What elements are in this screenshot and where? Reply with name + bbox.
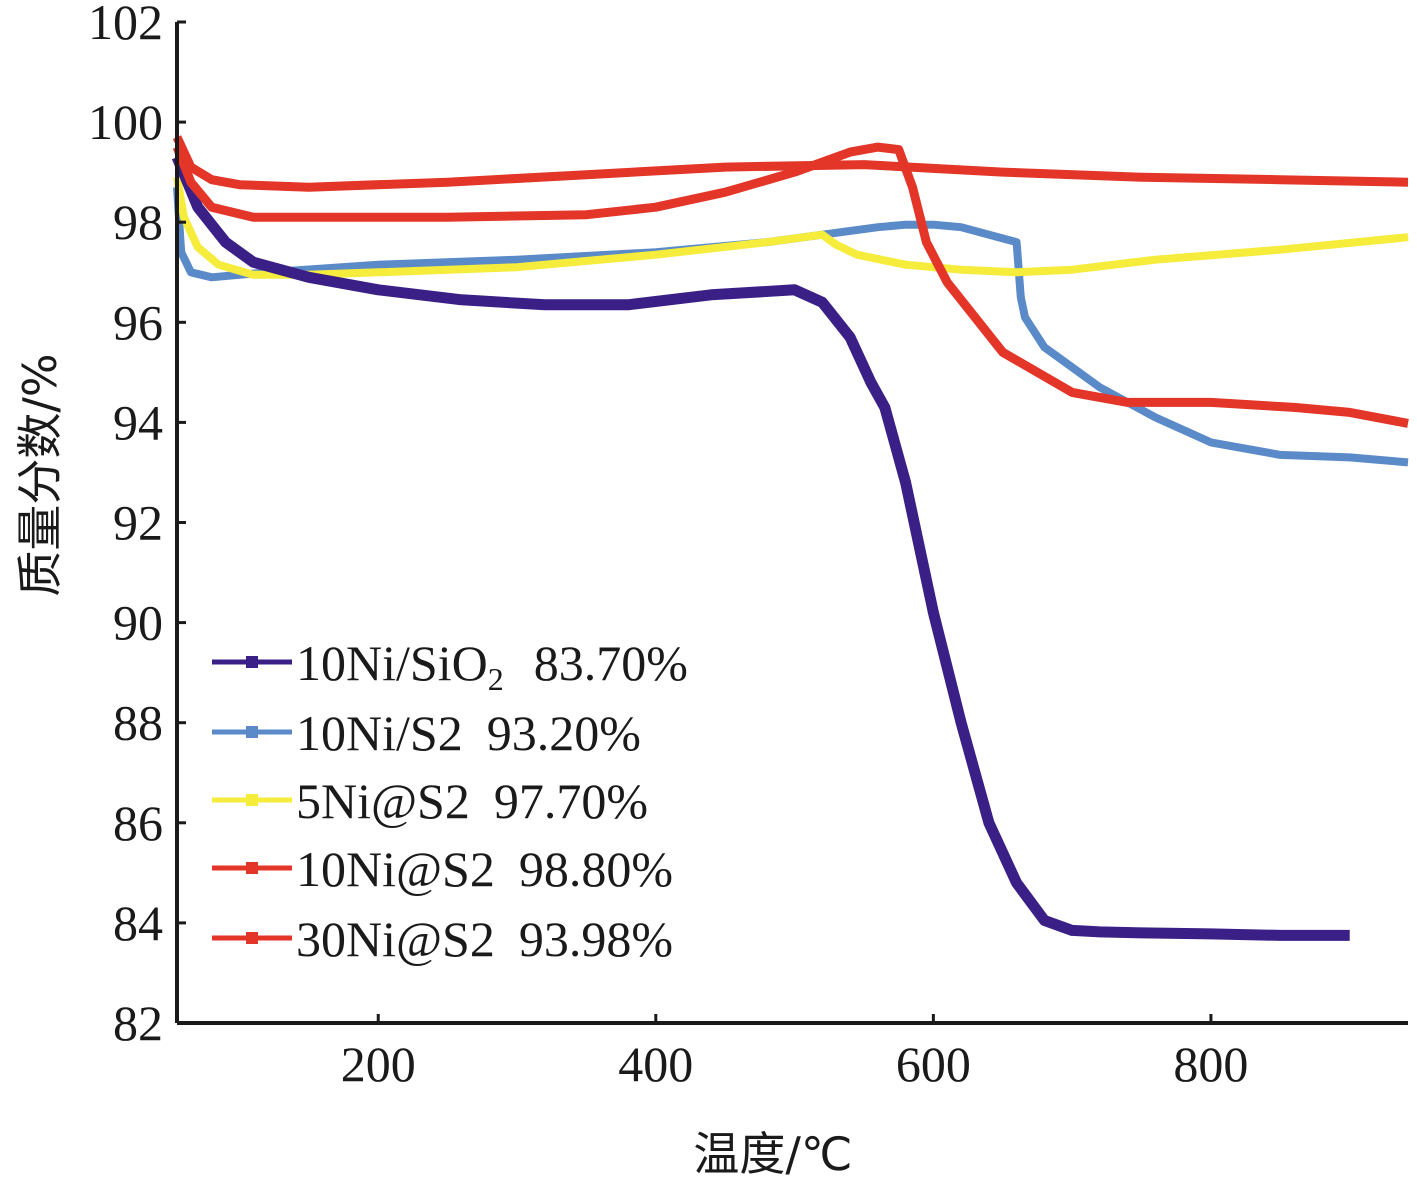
series-line-4 (172, 142, 1409, 428)
y-tick-label: 86 (113, 795, 163, 851)
series-line-1 (173, 186, 1409, 467)
legend-entry: 10Ni/S2 93.20% (296, 705, 641, 761)
legend-series-value: 93.20% (487, 705, 641, 761)
legend-series-value: 83.70% (534, 635, 688, 691)
legend-series-value: 93.98% (519, 911, 673, 967)
y-tick-label: 98 (113, 194, 163, 250)
legend-entry: 30Ni@S2 93.98% (296, 911, 673, 967)
series-line-0 (171, 154, 1350, 941)
y-tick-label: 84 (113, 895, 163, 951)
y-tick-label: 94 (113, 394, 163, 450)
legend-series-value: 97.70% (494, 773, 648, 829)
plot-area (171, 135, 1409, 941)
y-tick-label: 90 (113, 595, 163, 651)
legend-marker (246, 932, 258, 944)
legend-series-name: 10Ni@S2 (296, 841, 495, 897)
legend-marker (246, 794, 258, 806)
series-line-3 (172, 135, 1409, 192)
legend-series-value: 98.80% (519, 841, 673, 897)
legend-series-subscript: 2 (488, 661, 504, 697)
x-axis-label: 温度/℃ (693, 1127, 852, 1181)
series-line-2 (173, 176, 1409, 279)
y-tick-label: 82 (113, 995, 163, 1051)
y-axis-label: 质量分数/% (13, 353, 67, 596)
legend-marker (246, 726, 258, 738)
y-tick-label: 102 (88, 0, 163, 50)
x-tick-label: 400 (618, 1036, 693, 1092)
y-tick-label: 92 (113, 495, 163, 551)
x-ticks: 200 400 600 800 (341, 1014, 1248, 1092)
x-tick-label: 600 (896, 1036, 971, 1092)
legend-entry: 5Ni@S2 97.70% (296, 773, 648, 829)
legend: 10Ni/SiO2 83.70% 10Ni/S2 93.20% 5Ni@S2 97.70%… (212, 635, 688, 967)
x-tick-label: 800 (1173, 1036, 1248, 1092)
legend-marker (246, 862, 258, 874)
y-tick-label: 96 (113, 294, 163, 350)
y-tick-label: 100 (88, 94, 163, 150)
legend-series-name: 5Ni@S2 (296, 773, 470, 829)
y-ticks: 82 84 86 88 90 92 94 96 98 100 102 (88, 0, 186, 1051)
legend-entry: 10Ni@S2 98.80% (296, 841, 673, 897)
y-tick-label: 88 (113, 695, 163, 751)
legend-series-name: 10Ni/SiO (296, 635, 488, 691)
legend-series-name: 30Ni@S2 (296, 911, 495, 967)
legend-marker (246, 656, 258, 668)
x-tick-label: 200 (341, 1036, 416, 1092)
legend-entry: 10Ni/SiO2 83.70% (296, 635, 688, 697)
legend-series-name: 10Ni/S2 (296, 705, 463, 761)
